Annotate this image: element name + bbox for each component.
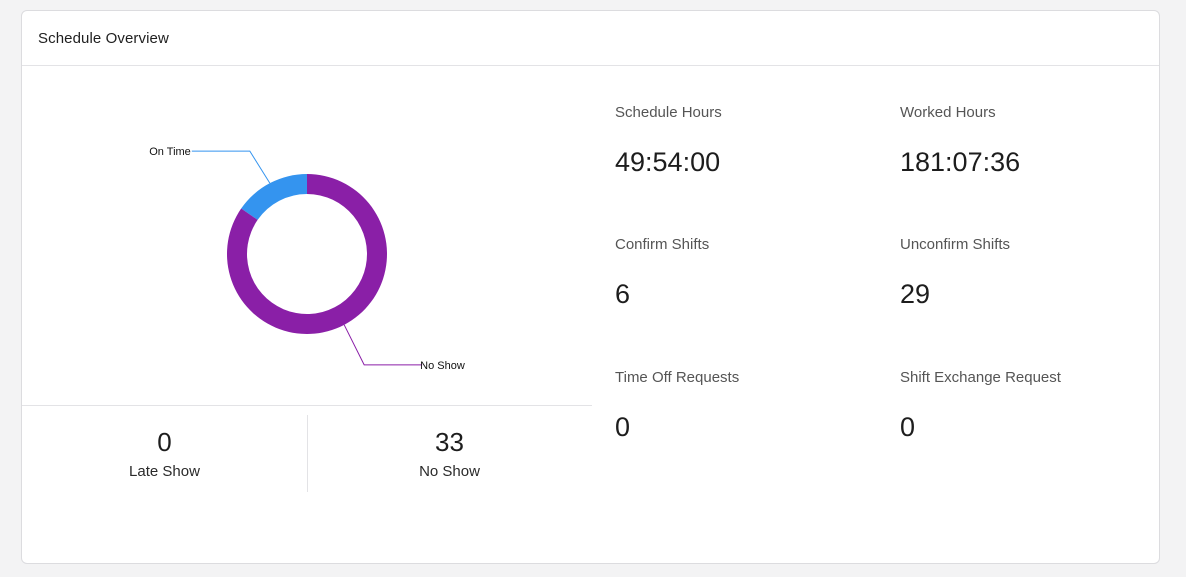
chart-panel: On Time No Show <box>22 66 592 406</box>
donut-chart: On Time No Show <box>149 146 465 372</box>
time-off-requests-label: Time Off Requests <box>615 369 740 386</box>
card-header: Schedule Overview <box>22 11 1159 66</box>
schedule-hours-label: Schedule Hours <box>615 104 722 121</box>
worked-hours-value: 181:07:36 <box>900 147 1021 177</box>
slice-label-on-time: On Time <box>149 146 191 158</box>
time-off-requests-stat: Time Off Requests 0 <box>615 369 875 479</box>
confirm-shifts-stat: Confirm Shifts 6 <box>615 236 875 346</box>
confirm-shifts-value: 6 <box>615 279 631 309</box>
late-show-value: 0 <box>157 427 172 457</box>
stat-divider <box>307 415 308 492</box>
worked-hours-label: Worked Hours <box>900 104 996 121</box>
schedule-overview-card: Schedule Overview On Time No Show 0 Late … <box>21 10 1160 564</box>
no-show-label: No Show <box>419 463 480 480</box>
schedule-hours-stat: Schedule Hours 49:54:00 <box>615 104 875 214</box>
shift-exchange-request-stat: Shift Exchange Request 0 <box>900 369 1159 479</box>
no-show-value: 33 <box>435 427 464 457</box>
leader-line-no-show <box>343 324 423 366</box>
unconfirm-shifts-label: Unconfirm Shifts <box>900 236 1011 253</box>
no-show-stat: 33 No Show <box>307 406 592 496</box>
shift-exchange-request-label: Shift Exchange Request <box>900 369 1061 386</box>
slice-label-no-show: No Show <box>420 360 465 372</box>
bottom-stats: 0 Late Show 33 No Show <box>22 406 592 506</box>
late-show-label: Late Show <box>129 463 200 480</box>
late-show-stat: 0 Late Show <box>22 406 307 496</box>
schedule-hours-value: 49:54:00 <box>615 147 721 177</box>
donut-slice-on-time[interactable] <box>241 174 307 220</box>
unconfirm-shifts-stat: Unconfirm Shifts 29 <box>900 236 1159 346</box>
card-title: Schedule Overview <box>38 29 169 47</box>
leader-line-on-time <box>191 150 271 184</box>
time-off-requests-value: 0 <box>615 412 631 442</box>
shift-exchange-request-value: 0 <box>900 412 916 442</box>
confirm-shifts-label: Confirm Shifts <box>615 236 710 253</box>
worked-hours-stat: Worked Hours 181:07:36 <box>900 104 1159 214</box>
unconfirm-shifts-value: 29 <box>900 279 931 309</box>
